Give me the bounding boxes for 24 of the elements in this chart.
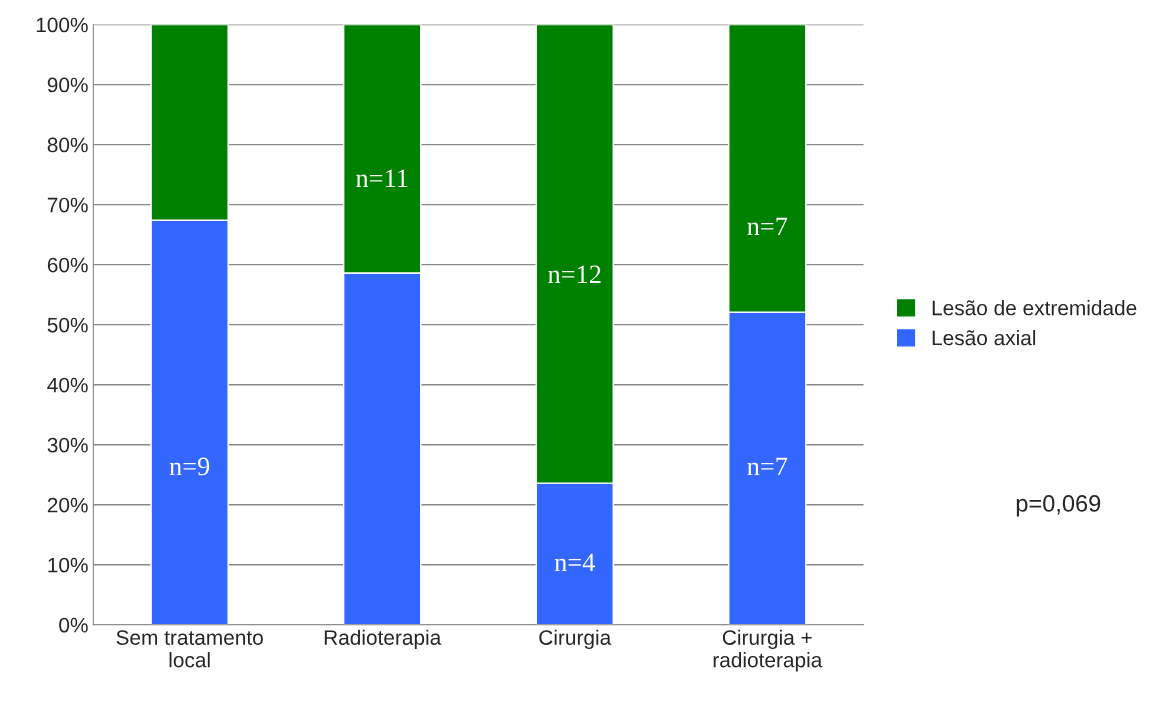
x-tick-label: Cirurgia + radioterapia — [713, 629, 823, 672]
legend-label: Lesão de extremidade — [932, 300, 1137, 316]
y-tick-label: 70% — [47, 197, 88, 213]
text: p=0,069 — [1016, 495, 1101, 517]
y-tick-label: 30% — [47, 437, 88, 453]
y-tick-label: 50% — [47, 317, 88, 333]
annotation: n=4 — [554, 553, 595, 572]
annotation: n=9 — [169, 457, 210, 476]
annotation: n=7 — [747, 457, 788, 476]
y-tick-label: 10% — [48, 557, 88, 573]
y-tick-label: 90% — [47, 77, 88, 93]
annotation: n=12 — [548, 265, 601, 283]
annotation: n=11 — [356, 169, 408, 187]
annotation: n=7 — [747, 217, 788, 235]
y-tick-label: 20% — [47, 497, 88, 513]
x-tick-label: Sem tratamento local — [116, 630, 263, 668]
y-tick-label: 40% — [47, 377, 88, 393]
y-tick-label: 60% — [47, 257, 88, 273]
x-tick-label: Radioterapia — [324, 629, 442, 650]
y-tick-label: 80% — [47, 137, 88, 153]
y-tick-label: 100% — [36, 17, 88, 33]
legend-label: Lesão axial — [932, 329, 1036, 346]
y-tick-label: 0% — [59, 617, 88, 633]
x-tick-label: Cirurgia — [539, 629, 612, 650]
